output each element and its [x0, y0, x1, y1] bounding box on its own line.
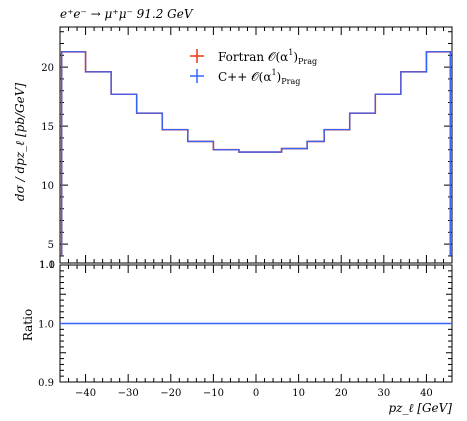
ratio-top-tick-label: 1.1	[39, 260, 55, 271]
main-bottom-tick-label: 1.0	[39, 260, 55, 271]
main-y-ticks: 5 10 15 20	[41, 31, 452, 257]
ratio-x-tick-label: 40	[420, 388, 433, 399]
main-y-tick-label: 20	[41, 63, 54, 74]
ratio-y-tick-label: 1.0	[38, 320, 54, 331]
x-axis-label: pz_ℓ [GeV]	[388, 401, 452, 415]
chart-title: e⁺e⁻ → μ⁺μ⁻ 91.2 GeV	[60, 7, 194, 21]
legend: Fortran 𝒪(α1)Prag C++ 𝒪(α1)Prag	[190, 48, 317, 86]
legend-item-fortran: Fortran 𝒪(α1)Prag	[190, 48, 317, 66]
main-x-ticks	[68, 27, 444, 263]
ratio-y-ticks: 0.9 1.0	[38, 264, 452, 389]
main-y-tick-label: 15	[41, 122, 54, 133]
ratio-x-tick-label: 10	[292, 388, 305, 399]
ratio-y-tick-label: 0.9	[38, 378, 54, 389]
ratio-x-tick-label: −20	[160, 388, 181, 399]
ratio-y-axis-label: Ratio	[21, 309, 35, 341]
ratio-x-ticks: −40 −30 −20 −10 0 10 20 30 40	[68, 265, 444, 399]
main-y-axis-label: dσ / dpz_ℓ [pb/GeV]	[13, 83, 27, 201]
ratio-x-tick-label: 0	[253, 388, 259, 399]
legend-label-fortran: Fortran 𝒪(α1)Prag	[218, 48, 317, 66]
ratio-x-tick-label: 20	[335, 388, 348, 399]
ratio-x-tick-label: −40	[75, 388, 96, 399]
ratio-x-tick-label: −10	[203, 388, 224, 399]
series-line-cpp	[61, 51, 451, 256]
main-y-tick-label: 5	[48, 240, 54, 251]
main-series-group	[60, 50, 452, 256]
main-y-tick-label: 10	[41, 181, 54, 192]
legend-label-cpp: C++ 𝒪(α1)Prag	[218, 68, 300, 86]
legend-item-cpp: C++ 𝒪(α1)Prag	[190, 68, 300, 86]
ratio-x-tick-label: 30	[377, 388, 390, 399]
ratio-x-tick-label: −30	[118, 388, 139, 399]
